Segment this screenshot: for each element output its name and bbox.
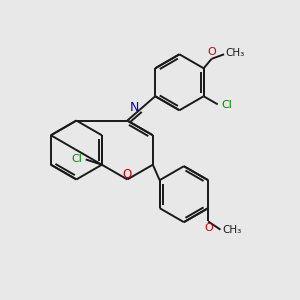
Text: Cl: Cl: [221, 100, 232, 110]
Text: O: O: [123, 168, 132, 181]
Text: CH₃: CH₃: [222, 225, 241, 235]
Text: N: N: [130, 101, 139, 114]
Text: O: O: [208, 47, 217, 57]
Text: Cl: Cl: [72, 154, 83, 164]
Text: CH₃: CH₃: [226, 48, 245, 59]
Text: O: O: [205, 223, 213, 233]
